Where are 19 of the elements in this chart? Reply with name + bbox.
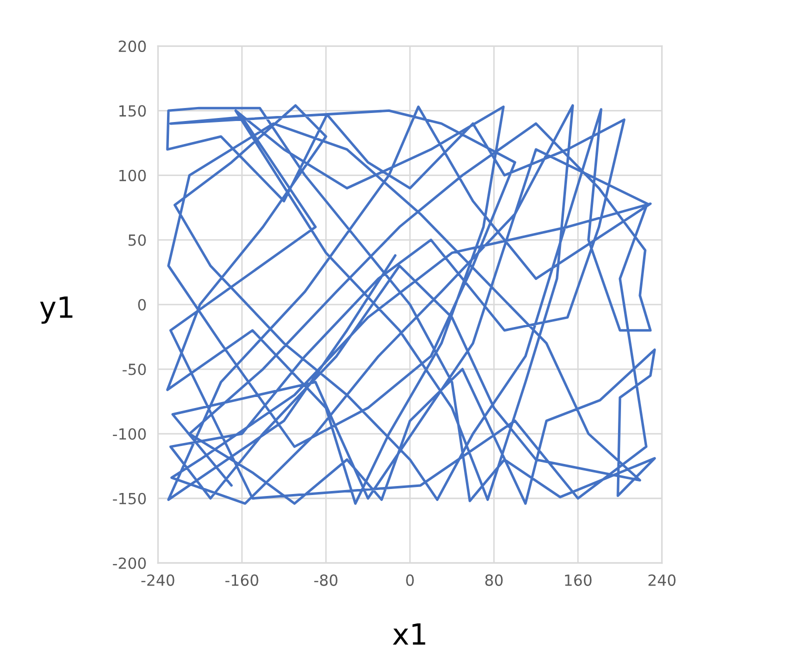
x-tick-label: -160	[225, 574, 258, 586]
x-tick-label: 160	[565, 574, 592, 586]
y-tick-label: -100	[112, 428, 146, 440]
y-tick-label: -200	[112, 557, 146, 570]
x-axis-title: x1	[392, 623, 426, 645]
x-tick-label: 240	[648, 574, 676, 586]
x-tick-label: -80	[314, 574, 338, 586]
y-tick-label: 200	[118, 40, 146, 52]
y-tick-label: 150	[119, 105, 146, 117]
y-axis-title: y1	[40, 296, 72, 324]
x-tick-label: -240	[141, 574, 174, 586]
y-tick-label: 100	[119, 170, 146, 182]
x-tick-label: 80	[485, 574, 503, 586]
y-tick-label: 50	[128, 234, 146, 246]
y-tick-label: 0	[138, 298, 146, 311]
y-tick-label: -150	[112, 492, 146, 504]
x-tick-label: 0	[406, 574, 414, 586]
y-tick-label: -50	[122, 364, 146, 376]
line-series	[166, 104, 656, 505]
